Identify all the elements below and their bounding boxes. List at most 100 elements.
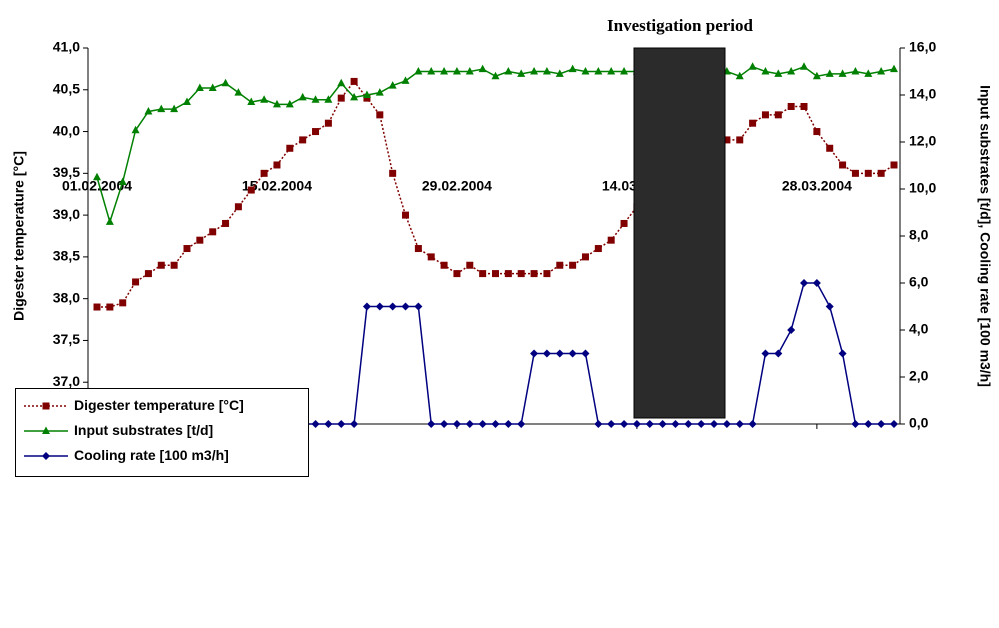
marker — [222, 219, 230, 227]
marker — [542, 349, 551, 358]
marker — [581, 67, 590, 75]
marker — [864, 169, 872, 177]
marker — [376, 111, 384, 119]
marker — [195, 83, 204, 91]
marker — [787, 102, 795, 110]
marker — [568, 349, 577, 358]
marker — [375, 88, 384, 96]
marker — [748, 420, 757, 428]
y2-tick-label: 2,0 — [909, 368, 929, 384]
marker — [362, 90, 371, 98]
legend-label: Input substrates [t/d] — [74, 422, 214, 438]
marker — [851, 169, 859, 177]
marker — [620, 67, 629, 75]
marker — [697, 420, 706, 428]
marker — [285, 99, 294, 108]
marker — [440, 420, 449, 428]
marker — [427, 420, 436, 428]
marker — [594, 67, 603, 75]
marker — [362, 302, 371, 311]
marker — [182, 97, 191, 106]
marker — [427, 67, 436, 75]
marker — [42, 426, 50, 434]
marker — [825, 302, 834, 311]
marker — [812, 71, 821, 80]
marker — [491, 71, 500, 80]
y2-tick-label: 14,0 — [909, 86, 936, 102]
y2-tick-label: 4,0 — [909, 321, 929, 337]
marker — [864, 69, 873, 77]
marker — [401, 302, 410, 311]
marker — [272, 99, 281, 108]
legend-label: Digester temperature [°C] — [74, 397, 244, 413]
marker — [826, 144, 834, 152]
marker — [105, 217, 114, 225]
y-tick-label: 38,0 — [53, 289, 80, 305]
marker — [389, 169, 397, 177]
marker — [260, 95, 269, 103]
marker — [196, 236, 204, 244]
marker — [825, 69, 834, 77]
marker — [838, 349, 847, 358]
marker — [209, 228, 217, 236]
marker — [427, 253, 435, 261]
marker — [247, 186, 255, 194]
marker — [452, 420, 461, 428]
marker — [620, 420, 629, 428]
y2-tick-label: 12,0 — [909, 133, 936, 149]
marker — [221, 78, 230, 87]
marker — [504, 420, 513, 428]
marker — [504, 270, 512, 278]
marker — [555, 69, 564, 77]
series-line — [97, 80, 895, 308]
marker — [350, 420, 359, 428]
marker — [774, 111, 782, 119]
x-tick-label: 01.02.2004 — [62, 178, 132, 194]
marker — [208, 83, 217, 91]
marker — [363, 94, 371, 102]
y2-axis-label: Input substrates [t/d], Cooling rate [10… — [977, 85, 993, 387]
x-tick-label: 15.02.2004 — [242, 178, 312, 194]
marker — [414, 302, 423, 311]
marker — [350, 92, 359, 101]
marker — [735, 71, 744, 80]
y2-tick-label: 10,0 — [909, 180, 936, 196]
marker — [388, 81, 397, 89]
y2-tick-label: 8,0 — [909, 227, 929, 243]
marker — [93, 303, 101, 311]
marker — [723, 136, 731, 144]
marker — [452, 67, 461, 75]
marker — [286, 144, 294, 152]
marker — [710, 420, 719, 428]
marker — [375, 302, 384, 311]
x-tick-label: 28.03.2004 — [782, 178, 852, 194]
marker — [774, 69, 783, 77]
marker — [402, 211, 410, 219]
marker — [839, 161, 847, 169]
marker — [749, 119, 757, 127]
marker — [42, 452, 50, 460]
marker — [388, 302, 397, 311]
legend: Digester temperature [°C] Input substrate… — [15, 388, 309, 477]
marker — [311, 420, 320, 428]
marker — [324, 119, 332, 127]
marker — [556, 261, 564, 269]
marker — [581, 349, 590, 358]
legend-swatch — [24, 452, 68, 460]
marker — [877, 67, 886, 75]
marker — [813, 128, 821, 136]
marker — [736, 136, 744, 144]
marker — [877, 420, 886, 428]
marker — [800, 62, 809, 70]
marker — [337, 78, 346, 87]
marker — [607, 236, 615, 244]
marker — [864, 420, 873, 428]
marker — [144, 270, 152, 278]
y-tick-label: 40,5 — [53, 80, 80, 96]
marker — [555, 349, 564, 358]
marker — [466, 261, 474, 269]
legend-item: Cooling rate [100 m3/h] — [16, 447, 308, 464]
y2-tick-label: 0,0 — [909, 415, 929, 431]
marker — [440, 261, 448, 269]
marker — [530, 349, 539, 358]
